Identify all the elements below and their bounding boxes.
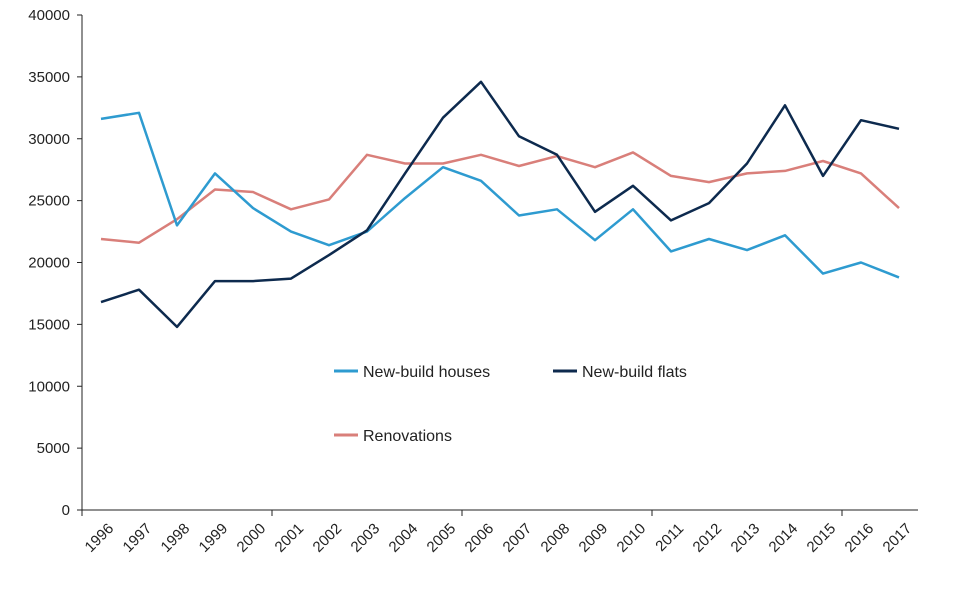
x-tick-label: 1998 — [158, 520, 194, 556]
x-tick-label: 2003 — [348, 520, 384, 556]
x-tick-label: 2001 — [272, 520, 308, 556]
series-line-new-build-flats — [100, 80, 900, 329]
y-tick-label: 10000 — [28, 378, 70, 395]
legend-item-renovations: Renovations — [334, 428, 452, 445]
x-tick-label: 2004 — [386, 520, 422, 556]
y-tick-label: 20000 — [28, 255, 70, 272]
y-tick-label: 35000 — [28, 69, 70, 86]
legend: New-build houses New-build flats Renovat… — [334, 364, 687, 445]
x-tick-label: 2014 — [766, 520, 802, 556]
x-tick-label: 2000 — [234, 520, 270, 556]
x-tick-label: 2010 — [614, 520, 650, 556]
y-tick-label: 25000 — [28, 193, 70, 210]
legend-item-new-build-houses: New-build houses — [334, 364, 490, 381]
y-tick-label: 0 — [62, 502, 70, 519]
x-tick-label: 2017 — [880, 520, 916, 556]
legend-label-new-build-flats: New-build flats — [582, 364, 687, 381]
x-tick-label: 2009 — [576, 520, 612, 556]
x-tick-label: 2008 — [538, 520, 574, 556]
x-tick-label: 1999 — [196, 520, 232, 556]
y-tick-group: 0 5000 10000 15000 20000 25000 30000 35000 40000 — [28, 7, 82, 519]
x-tick-label: 2005 — [424, 520, 460, 556]
x-tick-label: 1996 — [82, 520, 118, 556]
x-tick-label: 2011 — [652, 520, 687, 555]
x-tick-label: 2002 — [310, 520, 346, 556]
legend-label-renovations: Renovations — [363, 428, 452, 445]
series-group — [100, 80, 900, 329]
series-line-new-build-houses — [100, 111, 900, 279]
axes — [81, 15, 918, 511]
y-tick-label: 40000 — [28, 7, 70, 24]
x-tick-label: 2012 — [690, 520, 726, 556]
y-tick-label: 30000 — [28, 131, 70, 148]
x-tick-label: 2016 — [842, 520, 878, 556]
x-tick-label: 2013 — [728, 520, 764, 556]
legend-item-new-build-flats: New-build flats — [553, 364, 687, 381]
x-tick-label: 2007 — [500, 520, 536, 556]
y-tick-label: 15000 — [28, 316, 70, 333]
x-tick-label: 1997 — [120, 520, 156, 556]
x-tick-group: 1996 1997 1998 1999 2000 2001 2002 2003 2004 2005… — [81, 510, 916, 556]
y-tick-label: 5000 — [37, 440, 70, 457]
x-tick-label: 2006 — [462, 520, 498, 556]
x-tick-label: 2015 — [804, 520, 840, 556]
legend-label-new-build-houses: New-build houses — [363, 364, 490, 381]
